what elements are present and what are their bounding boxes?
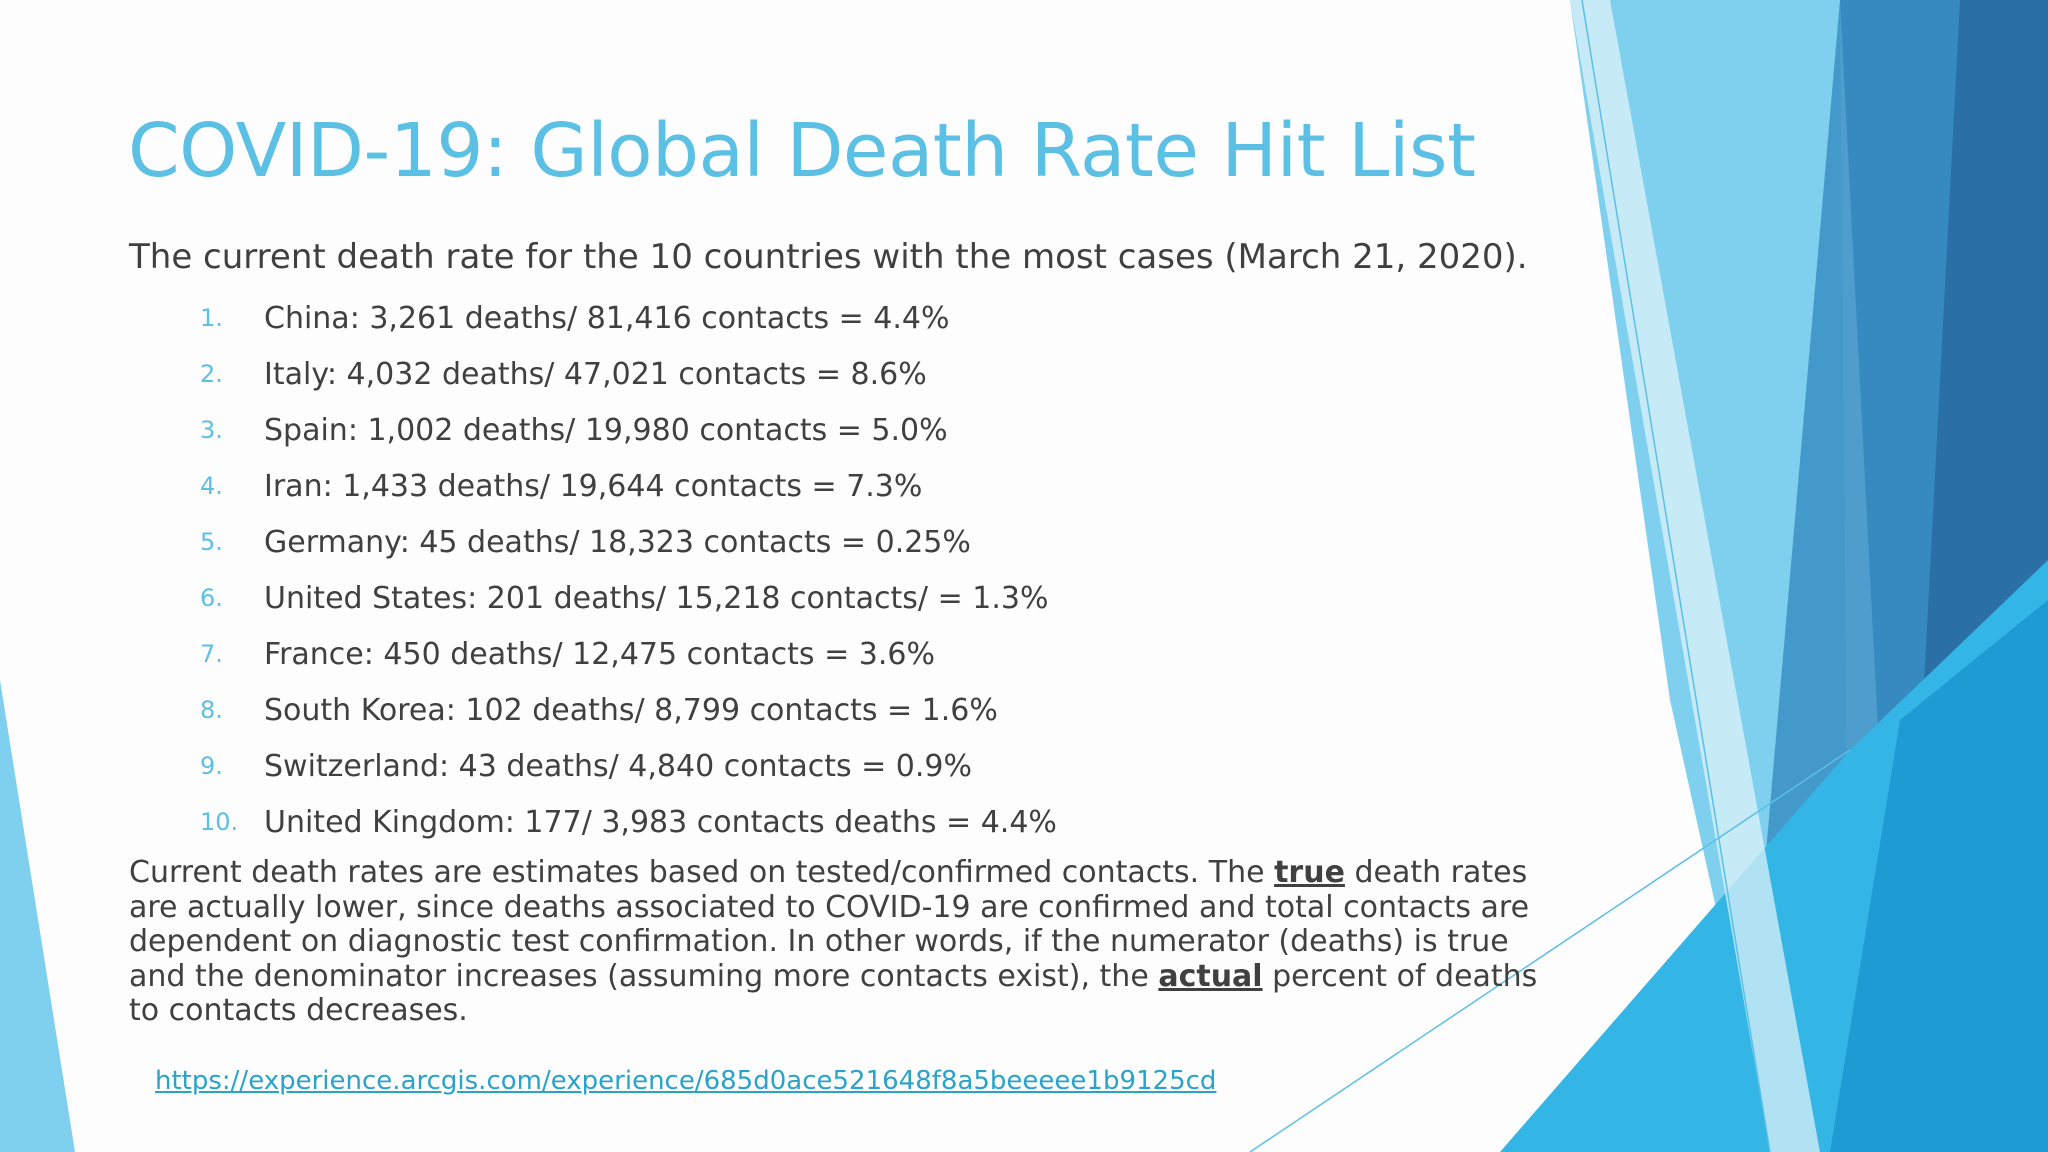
list-number: 8. [200, 696, 223, 724]
list-number: 5. [200, 528, 223, 556]
list-item-text: South Korea: 102 deaths/ 8,799 contacts … [264, 692, 998, 728]
list-item-text: Spain: 1,002 deaths/ 19,980 contacts = 5… [264, 412, 948, 448]
list-number: 6. [200, 584, 223, 612]
explanation-paragraph: Current death rates are estimates based … [129, 855, 1537, 1029]
list-item-text: Italy: 4,032 deaths/ 47,021 contacts = 8… [264, 356, 927, 392]
list-item: 3. Spain: 1,002 deaths/ 19,980 contacts … [200, 402, 1057, 458]
right-white-wedge [1570, 0, 1820, 1152]
list-item-text: Switzerland: 43 deaths/ 4,840 contacts =… [264, 748, 973, 784]
list-item-text: China: 3,261 deaths/ 81,416 contacts = 4… [264, 300, 950, 336]
list-number: 4. [200, 472, 223, 500]
list-item: 9. Switzerland: 43 deaths/ 4,840 contact… [200, 738, 1057, 794]
country-list: 1. China: 3,261 deaths/ 81,416 contacts … [200, 290, 1057, 850]
list-number: 1. [200, 304, 223, 332]
paragraph-line: and the denominator increases (assuming … [129, 958, 1537, 995]
list-number: 3. [200, 416, 223, 444]
list-item-text: Iran: 1,433 deaths/ 19,644 contacts = 7.… [264, 468, 923, 504]
list-item-text: United Kingdom: 177/ 3,983 contacts deat… [264, 804, 1057, 840]
accent-line-diagonal [1249, 749, 1851, 1152]
paragraph-line: to contacts decreases. [129, 993, 468, 1028]
emphasis-actual: actual [1158, 958, 1263, 994]
list-item: 5. Germany: 45 deaths/ 18,323 contacts =… [200, 514, 1057, 570]
paragraph-text: percent of deaths [1262, 958, 1538, 994]
list-number: 2. [200, 360, 223, 388]
list-item: 2. Italy: 4,032 deaths/ 47,021 contacts … [200, 346, 1057, 402]
list-item: 6. United States: 201 deaths/ 15,218 con… [200, 570, 1057, 626]
list-number: 7. [200, 640, 223, 668]
paragraph-line: are actually lower, since deaths associa… [129, 889, 1530, 925]
right-deep-panel [1830, 600, 2048, 1152]
list-number: 9. [200, 752, 223, 780]
list-item-text: United States: 201 deaths/ 15,218 contac… [264, 580, 1049, 616]
list-item-text: France: 450 deaths/ 12,475 contacts = 3.… [264, 636, 935, 672]
list-item: 4. Iran: 1,433 deaths/ 19,644 contacts =… [200, 458, 1057, 514]
intro-text: The current death rate for the 10 countr… [129, 237, 1528, 277]
list-item: 7. France: 450 deaths/ 12,475 contacts =… [200, 626, 1057, 682]
source-link[interactable]: https://experience.arcgis.com/experience… [155, 1066, 1217, 1096]
paragraph-text: and the denominator increases (assuming … [129, 958, 1159, 994]
accent-line-vertical [1581, 0, 1771, 1152]
list-item-text: Germany: 45 deaths/ 18,323 contacts = 0.… [264, 524, 971, 560]
slide-title: COVID-19: Global Death Rate Hit List [128, 108, 1476, 194]
list-item: 1. China: 3,261 deaths/ 81,416 contacts … [200, 290, 1057, 346]
paragraph-text: Current death rates are estimates based … [129, 855, 1275, 890]
list-item: 8. South Korea: 102 deaths/ 8,799 contac… [200, 682, 1057, 738]
list-item: 10. United Kingdom: 177/ 3,983 contacts … [200, 794, 1057, 850]
paragraph-text: death rates [1344, 855, 1528, 890]
paragraph-line: dependent on diagnostic test confirmatio… [129, 924, 1509, 959]
paragraph-line: Current death rates are estimates based … [129, 855, 1529, 891]
emphasis-true: true [1274, 855, 1345, 890]
list-number: 10. [200, 808, 239, 836]
left-edge-shape [0, 680, 75, 1152]
